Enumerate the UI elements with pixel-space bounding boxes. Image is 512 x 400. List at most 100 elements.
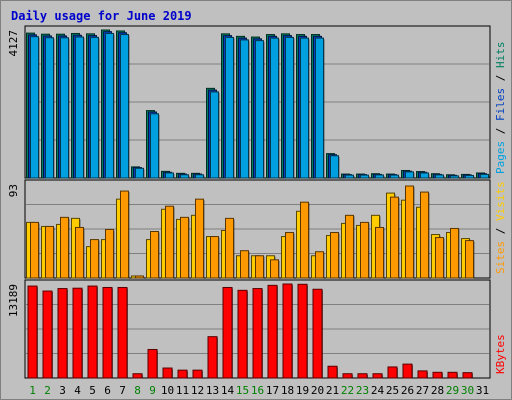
bar-kbytes-day-29 xyxy=(447,371,458,379)
y-max-label: 93 xyxy=(7,184,20,197)
bar-kbytes-day-14 xyxy=(222,286,233,379)
legend-entry: Sites xyxy=(494,241,507,274)
bar-kbytes-day-15 xyxy=(237,289,248,379)
bar-pages-day-13 xyxy=(210,91,219,179)
bar-sites-day-28 xyxy=(435,237,444,279)
bar-sites-day-23 xyxy=(360,221,369,279)
bar-pages-day-27 xyxy=(420,172,429,179)
bar-pages-day-14 xyxy=(225,36,234,179)
bar-kbytes-day-13 xyxy=(207,336,218,379)
x-tick-label-day-15: 15 xyxy=(236,384,249,397)
bar-sites-day-7 xyxy=(120,190,129,279)
x-tick-label-day-9: 9 xyxy=(149,384,156,397)
bar-sites-day-17 xyxy=(270,259,279,279)
x-tick-label-day-22: 22 xyxy=(341,384,354,397)
bar-kbytes-day-10 xyxy=(162,367,173,379)
bar-kbytes-day-30 xyxy=(462,372,473,379)
x-tick-label-day-26: 26 xyxy=(401,384,414,397)
bar-pages-day-19 xyxy=(300,37,309,179)
x-tick-label-day-17: 17 xyxy=(266,384,279,397)
bar-sites-day-29 xyxy=(450,227,459,279)
bar-sites-day-5 xyxy=(90,239,99,279)
bar-sites-day-15 xyxy=(240,250,249,279)
bar-kbytes-day-5 xyxy=(87,285,98,379)
x-tick-label-day-23: 23 xyxy=(356,384,369,397)
bar-sites-day-1 xyxy=(30,221,39,279)
bar-sites-day-20 xyxy=(315,251,324,279)
bar-pages-day-4 xyxy=(75,36,84,179)
bar-sites-day-16 xyxy=(255,255,264,279)
bar-pages-day-17 xyxy=(270,37,279,179)
bar-sites-day-2 xyxy=(45,225,54,279)
bar-kbytes-day-26 xyxy=(402,363,413,379)
bar-kbytes-day-17 xyxy=(267,284,278,379)
x-tick-label-day-14: 14 xyxy=(221,384,235,397)
bar-pages-day-10 xyxy=(165,172,174,179)
x-tick-label-day-27: 27 xyxy=(416,384,429,397)
legend-entry: Hits xyxy=(494,42,507,69)
x-tick-label-day-5: 5 xyxy=(89,384,96,397)
x-tick-label-day-1: 1 xyxy=(29,384,36,397)
bar-pages-day-20 xyxy=(315,37,324,179)
bar-kbytes-day-25 xyxy=(387,366,398,379)
bar-sites-day-6 xyxy=(105,228,114,279)
bar-pages-day-16 xyxy=(255,40,264,179)
bar-sites-day-10 xyxy=(165,205,174,279)
x-tick-label-day-2: 2 xyxy=(44,384,51,397)
bar-kbytes-day-28 xyxy=(432,371,443,379)
bar-kbytes-day-4 xyxy=(72,287,83,379)
bar-pages-day-1 xyxy=(30,36,39,179)
x-tick-label-day-3: 3 xyxy=(59,384,66,397)
bar-kbytes-day-8 xyxy=(132,373,143,379)
legend-hits-files-pages: Pages / Files / Hits xyxy=(494,42,507,175)
bar-kbytes-day-19 xyxy=(297,283,308,379)
x-tick-label-day-12: 12 xyxy=(191,384,204,397)
bar-kbytes-day-18 xyxy=(282,283,293,379)
bar-kbytes-day-12 xyxy=(192,369,203,379)
bar-pages-day-15 xyxy=(240,39,249,179)
bar-sites-day-11 xyxy=(180,216,189,279)
bar-kbytes-day-7 xyxy=(117,286,128,379)
bar-sites-day-9 xyxy=(150,231,159,279)
bar-sites-day-26 xyxy=(405,185,414,279)
x-tick-label-day-29: 29 xyxy=(446,384,459,397)
bar-kbytes-day-11 xyxy=(177,369,188,379)
bar-pages-day-25 xyxy=(390,174,399,179)
bar-pages-day-3 xyxy=(60,37,69,179)
x-tick-label-day-18: 18 xyxy=(281,384,294,397)
bar-sites-day-24 xyxy=(375,226,384,279)
legend-entry: KBytes xyxy=(494,334,507,374)
legend-entry: Pages xyxy=(494,141,507,174)
bar-sites-day-27 xyxy=(420,191,429,279)
x-tick-label-day-4: 4 xyxy=(74,384,81,397)
bar-pages-day-31 xyxy=(480,173,489,179)
bar-pages-day-11 xyxy=(180,174,189,179)
bar-kbytes-day-24 xyxy=(372,373,383,379)
x-tick-label-day-21: 21 xyxy=(326,384,339,397)
bar-kbytes-day-1 xyxy=(27,285,38,379)
x-tick-label-day-30: 30 xyxy=(461,384,474,397)
bar-pages-day-30 xyxy=(465,174,474,179)
x-tick-label-day-10: 10 xyxy=(161,384,174,397)
bar-sites-day-19 xyxy=(300,201,309,279)
bar-pages-day-6 xyxy=(105,32,114,179)
bar-sites-day-25 xyxy=(390,196,399,279)
x-tick-label-day-6: 6 xyxy=(104,384,111,397)
x-tick-label-day-11: 11 xyxy=(176,384,189,397)
bar-sites-day-3 xyxy=(60,216,69,279)
chart-title: Daily usage for June 2019 xyxy=(11,9,192,23)
bar-pages-day-23 xyxy=(360,174,369,179)
bar-kbytes-day-9 xyxy=(147,348,158,379)
legend-kbytes: KBytes xyxy=(494,334,507,374)
bar-pages-day-12 xyxy=(195,174,204,179)
bar-kbytes-day-27 xyxy=(417,370,428,379)
bar-pages-day-7 xyxy=(120,34,129,179)
bar-sites-day-13 xyxy=(210,236,219,279)
bar-pages-day-24 xyxy=(375,174,384,179)
bar-pages-day-18 xyxy=(285,36,294,179)
x-tick-label-day-13: 13 xyxy=(206,384,219,397)
legend-entry: / xyxy=(494,68,507,88)
x-tick-label-day-16: 16 xyxy=(251,384,264,397)
legend-entry: / xyxy=(494,221,507,241)
